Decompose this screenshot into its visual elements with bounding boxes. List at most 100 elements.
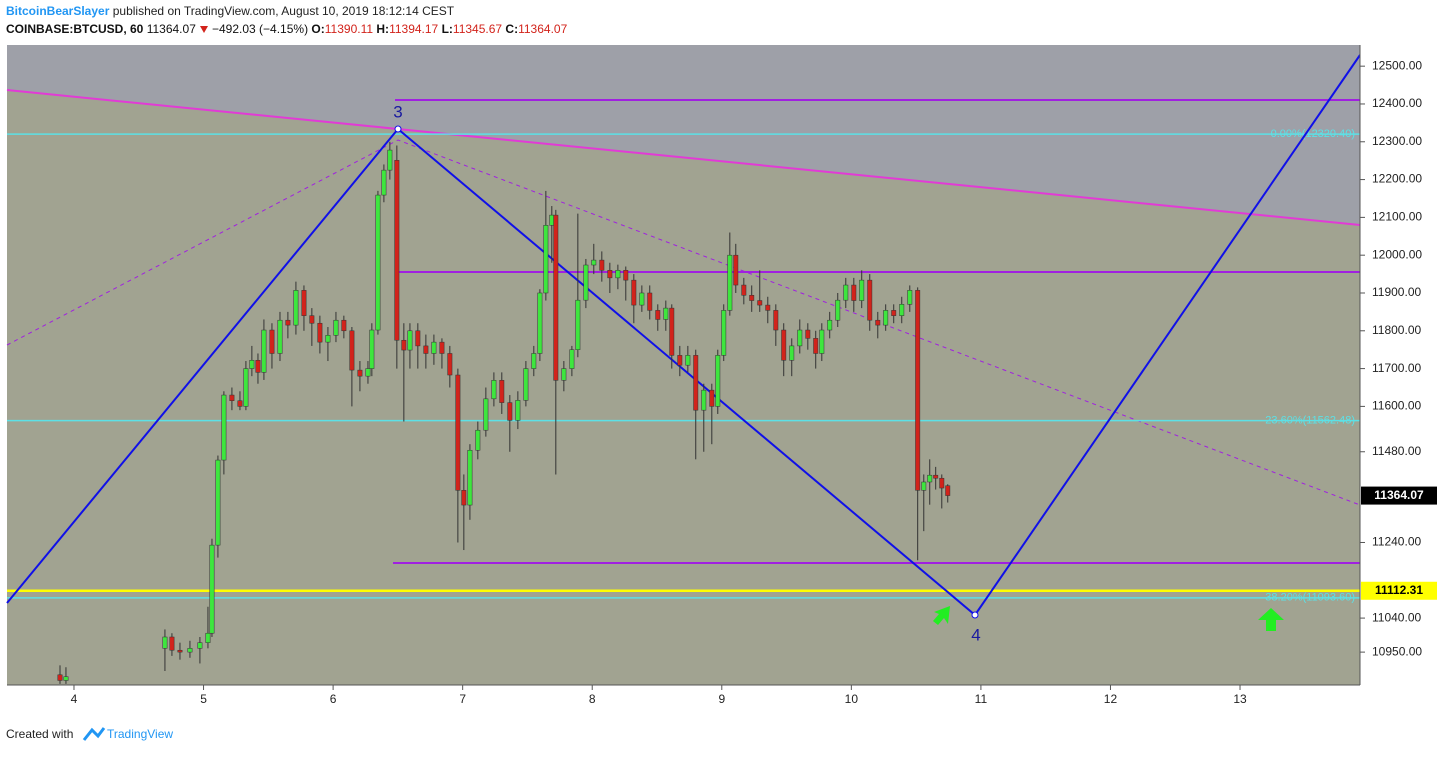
candle-body [447,353,453,376]
change: −492.03 (−4.15%) [212,22,308,36]
candle-body [57,674,63,681]
candle-body [813,338,819,354]
candle-body [875,319,881,326]
y-tick-label: 11480.00 [1372,444,1421,458]
wave-label: 3 [393,102,402,121]
candle-body [669,307,675,356]
candle-body [255,360,261,373]
candle-body [325,335,331,343]
y-tick-label: 11600.00 [1372,399,1421,413]
candle-body [553,214,559,381]
candle-body [215,459,221,546]
candle-body [773,310,779,331]
ohlc-key: O: [311,22,324,36]
fib-label: 23.60%(11562.48) [1265,414,1355,426]
candle-body [827,319,833,331]
candle-body [407,330,413,351]
candle-body [663,307,669,320]
y-tick-label: 12000.00 [1372,247,1422,261]
candle-body [835,299,841,321]
candle-body [721,310,727,356]
y-tick-label: 10950.00 [1372,644,1422,658]
fib-label: 0.00%(12320.40) [1271,128,1355,140]
candle-body [387,149,393,171]
x-tick-label: 13 [1233,692,1247,706]
candle-body [197,642,203,649]
author: BitcoinBearSlayer [6,4,110,18]
candle-body [693,355,699,411]
candle-body [475,429,481,451]
y-tick-label: 12200.00 [1372,172,1422,186]
candle-body [187,648,193,653]
candle-body [523,368,529,401]
y-tick-label: 12300.00 [1372,134,1422,148]
candle-body [907,290,913,305]
candle-body [177,649,183,653]
overlay: 0.00%(12320.40) 23.60%(11562.48) 38.20%(11… [7,128,1360,604]
price-axis [1360,45,1444,685]
candle-body [243,368,249,407]
candle-body [531,353,537,369]
candle-body [63,676,69,681]
y-tick-label: 11240.00 [1372,535,1421,549]
candle-body [293,290,299,326]
ohlc-value: 11364.07 [518,22,567,36]
x-tick-label: 12 [1104,692,1118,706]
candle-body [349,330,355,371]
arrow-icon [933,606,950,625]
candle-body [491,380,497,400]
ohlc-key: L: [442,22,453,36]
candle-body [277,319,283,354]
y-tick-label: 11700.00 [1372,361,1421,375]
candle-body [727,254,733,311]
candle-body [269,329,275,354]
last-price: 11364.07 [147,22,196,36]
y-tick-label: 12500.00 [1372,58,1422,72]
candle-body [317,322,323,343]
candle-body [423,345,429,354]
candle-body [285,319,291,326]
candle-body [741,284,747,296]
candle-body [701,389,707,411]
candle-body [765,304,771,311]
candle-body [647,292,653,311]
candle-body [583,264,589,301]
ohlc-value: 11394.17 [389,22,438,36]
x-tick-label: 11 [975,692,988,706]
x-tick-label: 5 [200,692,207,706]
ohlc-key: H: [376,22,389,36]
candle-body [401,339,407,351]
candle-body [365,368,371,377]
price-label: 11364.07 [1374,488,1424,502]
candle-body [455,374,461,491]
candle-body [439,341,445,354]
x-tick-label: 7 [459,692,466,706]
candle-body [249,360,255,369]
x-tick-label: 8 [589,692,596,706]
pattern-fill [7,90,1360,685]
candle-body [507,402,513,421]
x-tick-label: 4 [71,692,78,706]
wave-point [394,125,402,133]
dashed-trend [6,139,1361,506]
published: published on TradingView.com, August 10,… [113,4,455,18]
trend-line [6,89,1361,226]
candle-body [394,160,400,341]
support-box [1361,581,1437,600]
candle-body [221,394,227,461]
candle-body [309,315,315,324]
candle-body [639,292,645,306]
candle-body [715,355,721,407]
candle-body [899,304,905,316]
candle-body [237,400,243,407]
candle-body [483,398,489,431]
candle-body [301,290,307,316]
candle-body [431,341,437,354]
candle-body [515,400,521,421]
candle-body [341,319,347,332]
candle-body [333,319,339,336]
candle-body [549,214,555,226]
candle-body [375,194,381,331]
candle-body [851,284,857,301]
